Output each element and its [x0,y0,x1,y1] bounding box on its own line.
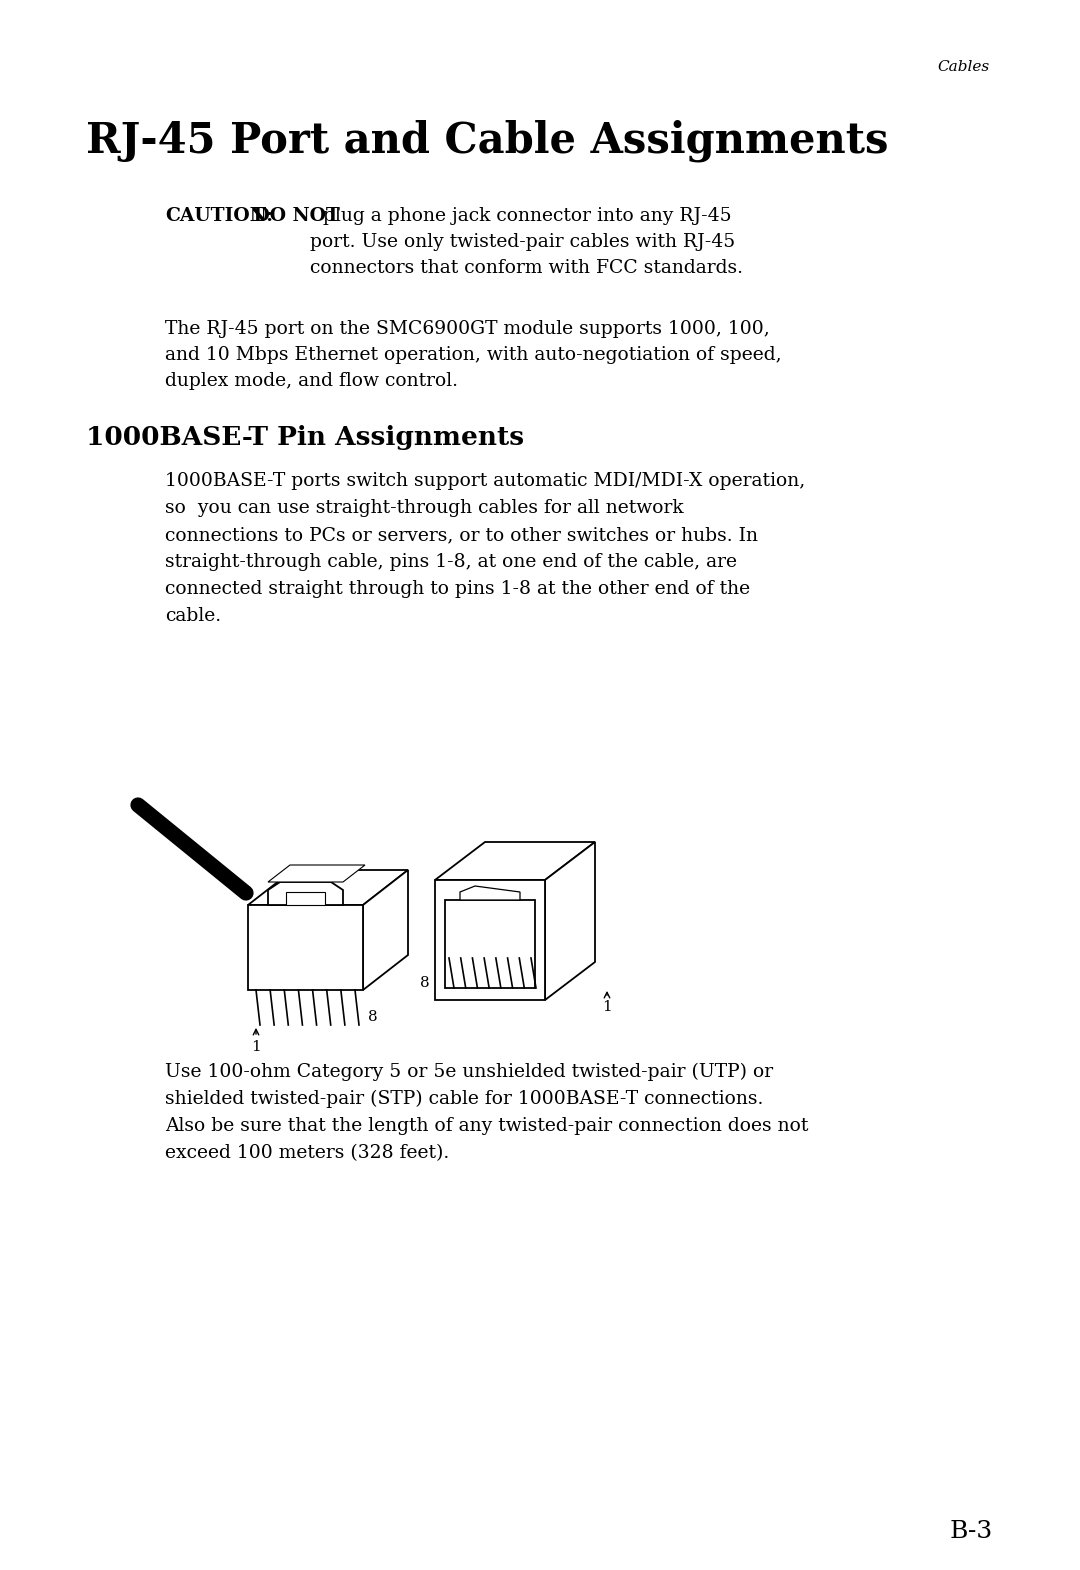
Text: so  you can use straight-through cables for all network: so you can use straight-through cables f… [165,499,684,517]
Polygon shape [248,870,408,904]
Text: Cables: Cables [937,60,990,74]
Text: port. Use only twisted-pair cables with RJ-45: port. Use only twisted-pair cables with … [310,232,735,251]
Polygon shape [545,842,595,1000]
Text: shielded twisted-pair (STP) cable for 1000BASE-T connections.: shielded twisted-pair (STP) cable for 10… [165,1090,764,1108]
Text: Use 100-ohm Category 5 or 5e unshielded twisted-pair (UTP) or: Use 100-ohm Category 5 or 5e unshielded … [165,1063,773,1082]
Text: 1000BASE-T Pin Assignments: 1000BASE-T Pin Assignments [86,425,524,451]
Polygon shape [435,842,595,881]
Polygon shape [363,870,408,991]
Text: 8: 8 [420,977,430,991]
Text: plug a phone jack connector into any RJ-45: plug a phone jack connector into any RJ-… [318,207,731,225]
Text: B-3: B-3 [949,1520,993,1543]
Text: 1000BASE-T ports switch support automatic MDI/MDI-X operation,: 1000BASE-T ports switch support automati… [165,473,806,490]
Polygon shape [445,900,535,988]
Text: The RJ-45 port on the SMC6900GT module supports 1000, 100,: The RJ-45 port on the SMC6900GT module s… [165,320,770,338]
Text: cable.: cable. [165,608,221,625]
Text: and 10 Mbps Ethernet operation, with auto-negotiation of speed,: and 10 Mbps Ethernet operation, with aut… [165,345,782,364]
Text: straight-through cable, pins 1-8, at one end of the cable, are: straight-through cable, pins 1-8, at one… [165,553,737,571]
Polygon shape [435,881,545,1000]
Polygon shape [460,885,519,900]
Polygon shape [268,865,365,882]
Text: 1: 1 [252,1039,261,1053]
Polygon shape [268,882,343,904]
Text: Also be sure that the length of any twisted-pair connection does not: Also be sure that the length of any twis… [165,1116,808,1135]
Text: connections to PCs or servers, or to other switches or hubs. In: connections to PCs or servers, or to oth… [165,526,758,543]
Text: DO NOT: DO NOT [247,207,340,225]
Text: exceed 100 meters (328 feet).: exceed 100 meters (328 feet). [165,1145,449,1162]
Text: 1: 1 [603,1000,612,1014]
Polygon shape [286,892,325,904]
Polygon shape [248,904,363,991]
Text: 8: 8 [368,1010,378,1024]
Text: connected straight through to pins 1-8 at the other end of the: connected straight through to pins 1-8 a… [165,579,751,598]
Text: CAUTION:: CAUTION: [165,207,273,225]
Text: RJ-45 Port and Cable Assignments: RJ-45 Port and Cable Assignments [86,119,889,163]
Text: duplex mode, and flow control.: duplex mode, and flow control. [165,372,458,389]
Text: connectors that conform with FCC standards.: connectors that conform with FCC standar… [310,259,743,276]
